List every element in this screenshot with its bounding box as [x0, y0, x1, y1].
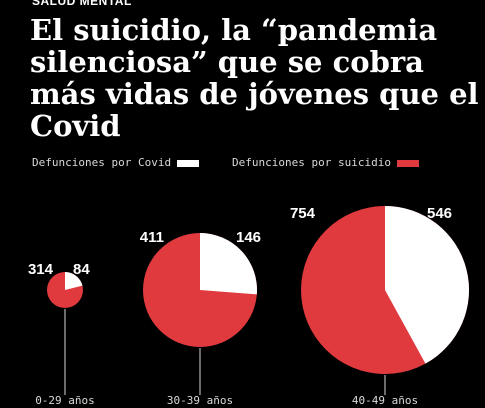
legend-label-suicide: Defunciones por suicidio [232, 156, 391, 169]
category-label: 0-29 años [35, 394, 95, 407]
legend-swatch-covid [177, 159, 200, 167]
legend-swatch-suicide [396, 159, 419, 167]
data-label-suicide: 411 [140, 229, 164, 246]
data-label-suicide: 754 [290, 205, 316, 222]
data-label-covid: 546 [427, 205, 452, 222]
legend-item-covid: Defunciones por Covid [32, 156, 200, 169]
data-label-suicide: 314 [28, 261, 54, 278]
pie-slice-covid [200, 233, 257, 295]
data-label-covid: 146 [236, 229, 261, 246]
legend-label-covid: Defunciones por Covid [32, 156, 172, 169]
category-label: 30-39 años [167, 394, 233, 407]
pie-slice-covid [65, 272, 83, 290]
category-label: 40-49 años [352, 394, 418, 407]
section-kicker: SALUD MENTAL [32, 0, 132, 8]
legend-item-suicide: Defunciones por suicidio [232, 156, 419, 169]
pie-slice-covid [385, 206, 469, 364]
page-title: El suicidio, la “pandemia silenciosa” qu… [30, 13, 479, 143]
data-label-covid: 84 [73, 261, 90, 278]
